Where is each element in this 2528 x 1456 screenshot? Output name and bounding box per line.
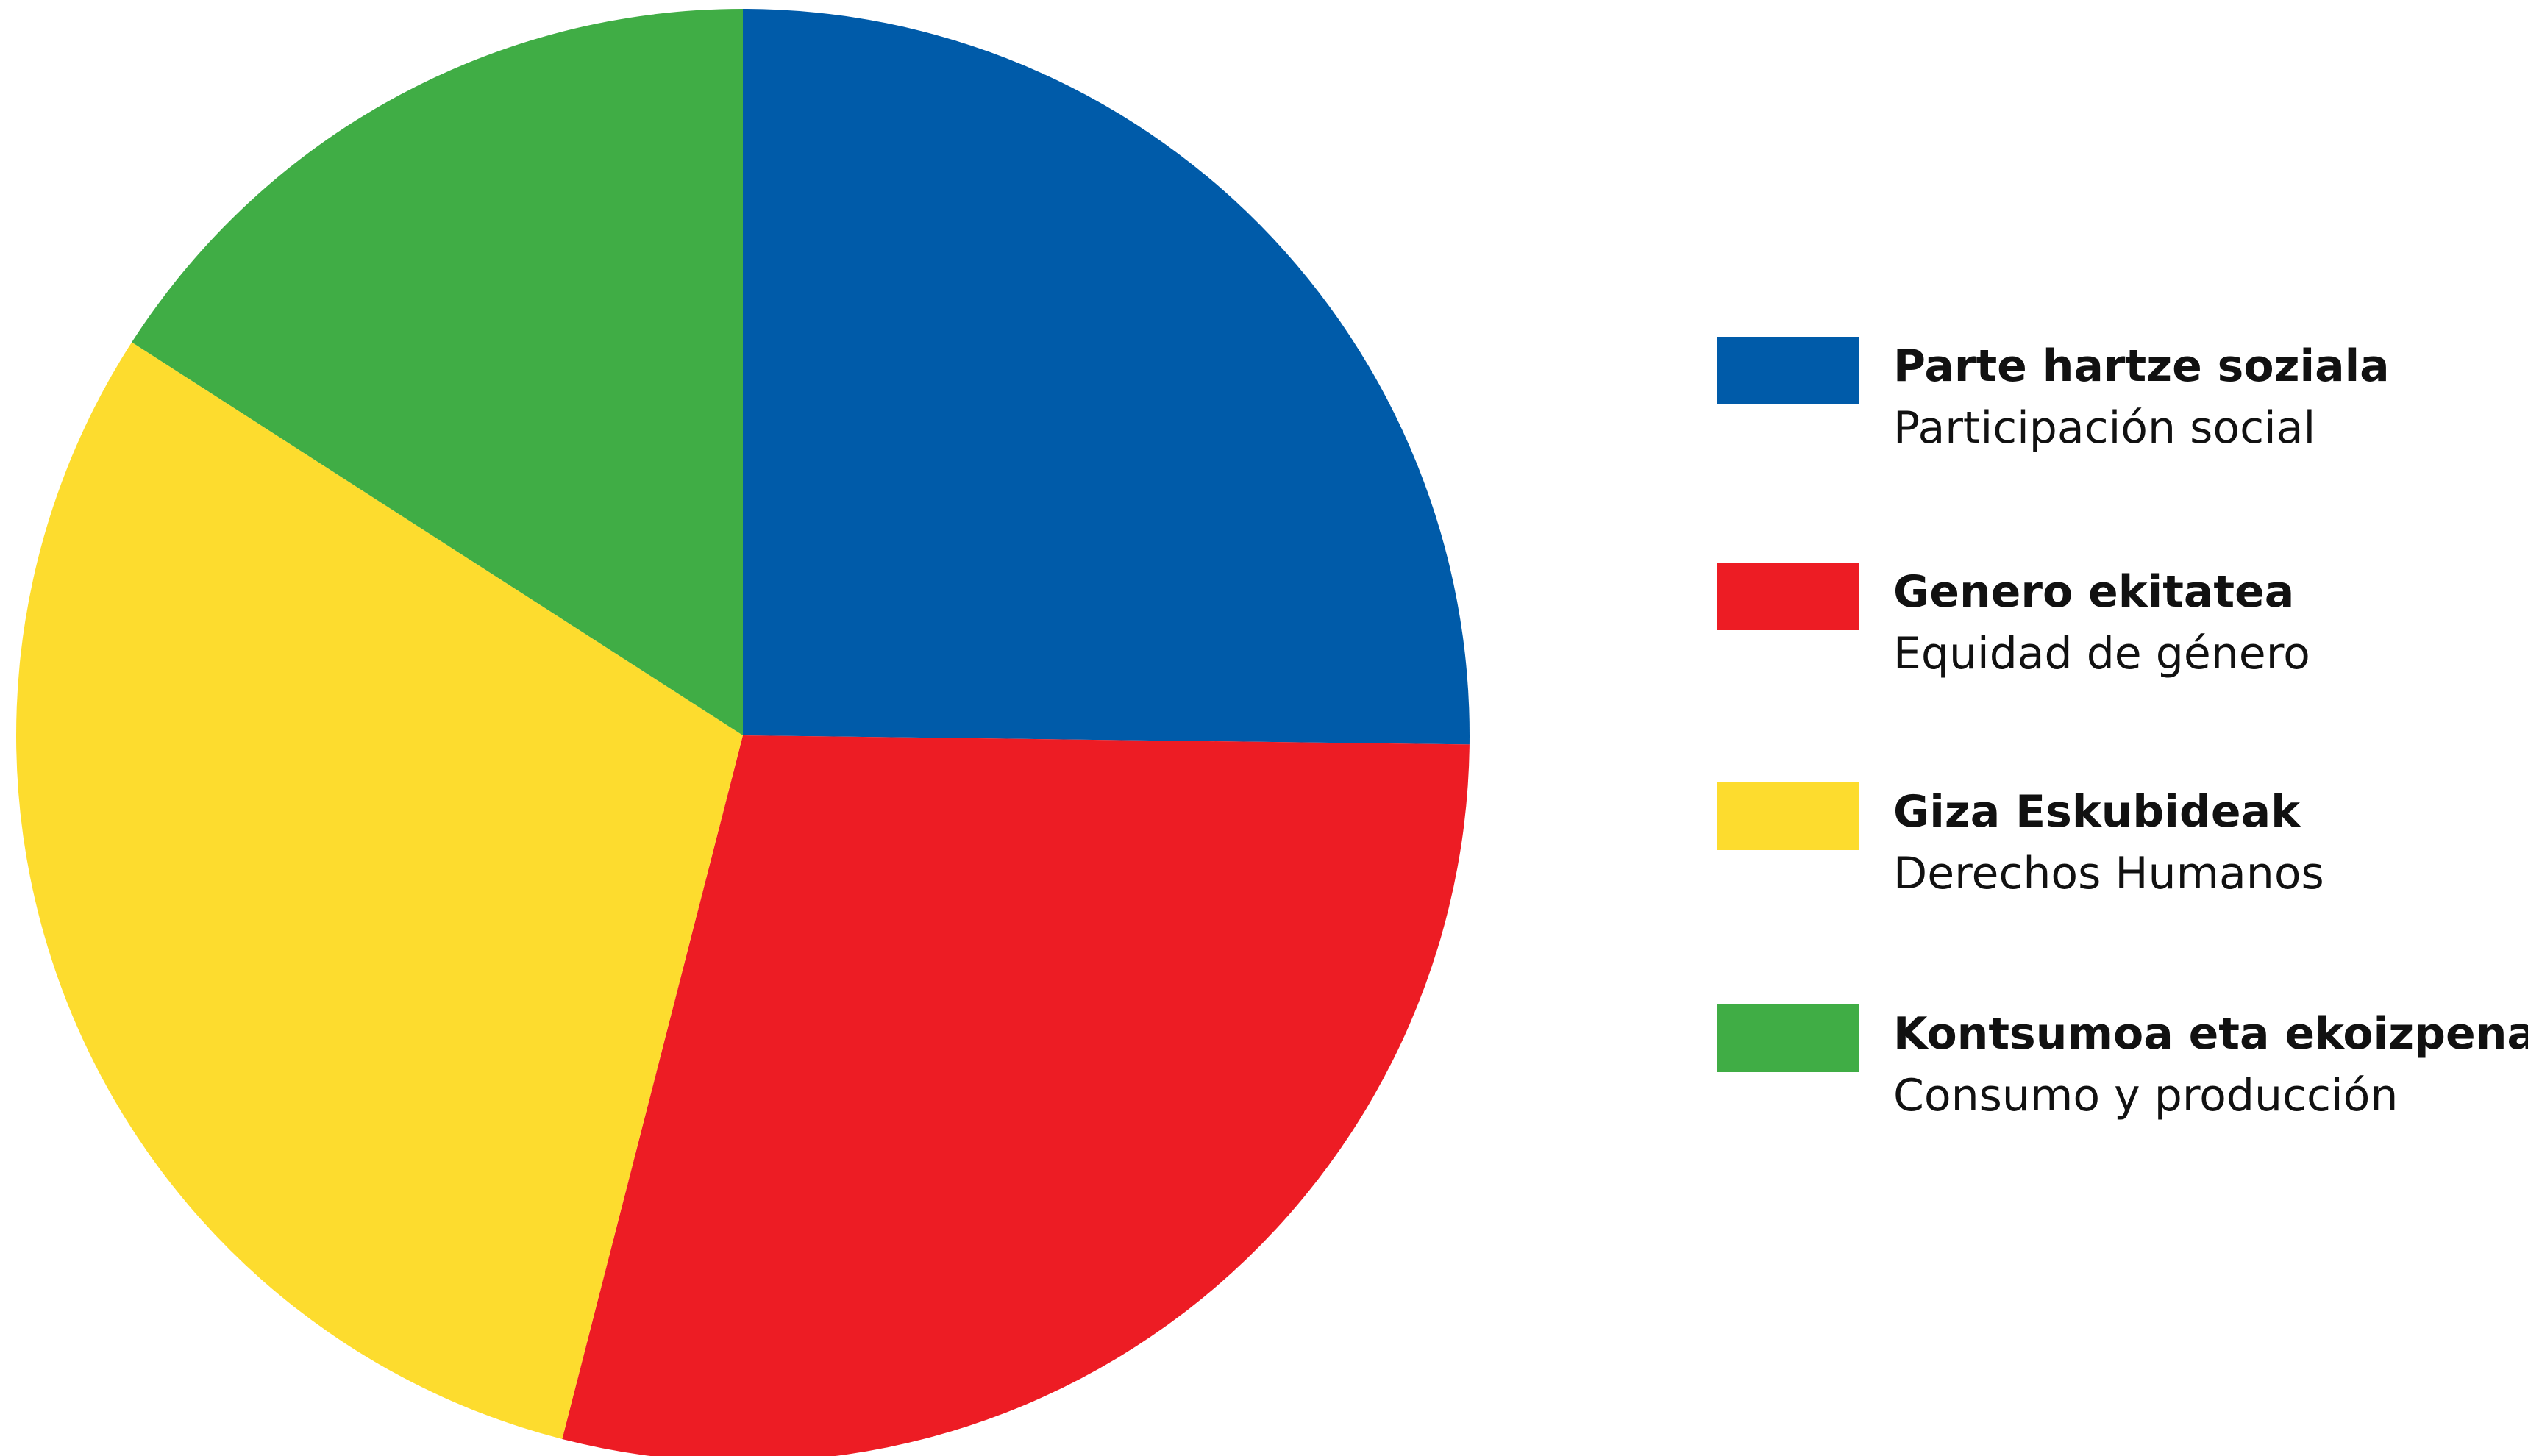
legend-item-kontsumoa-eta-ekoizpena: Kontsumoa eta ekoizpena Consumo y produc… <box>1717 1004 2528 1121</box>
legend-label: Genero ekitatea <box>1893 566 2295 618</box>
legend-label: Kontsumoa eta ekoizpena <box>1893 1008 2528 1060</box>
pie-slice-kontsumoa-eta-ekoizpena <box>132 9 743 735</box>
pie-slice-genero-ekitatea <box>562 735 1470 1456</box>
legend-sublabel: Equidad de género <box>1893 628 2310 679</box>
pie-slice-parte-hartze-soziala <box>743 9 1470 745</box>
legend-swatch <box>1717 1004 1859 1072</box>
legend-sublabel: Participación social <box>1893 402 2316 454</box>
pie-chart-svg <box>16 9 1470 1456</box>
legend-label: Parte hartze soziala <box>1893 340 2390 392</box>
legend-item-genero-ekitatea: Genero ekitatea Equidad de género <box>1717 563 2518 679</box>
legend-swatch <box>1717 563 1859 630</box>
legend-sublabel: Consumo y producción <box>1893 1070 2399 1121</box>
pie-slices <box>16 9 1470 1456</box>
legend-item-giza-eskubideak: Giza Eskubideak Derechos Humanos <box>1717 782 2518 899</box>
legend-swatch <box>1717 337 1859 404</box>
legend-item-parte-hartze-soziala: Parte hartze soziala Participación socia… <box>1717 337 2518 454</box>
pie-slice-giza-eskubideak <box>16 342 743 1439</box>
legend-sublabel: Derechos Humanos <box>1893 848 2324 899</box>
legend-swatch <box>1717 782 1859 850</box>
legend-label: Giza Eskubideak <box>1893 786 2300 838</box>
